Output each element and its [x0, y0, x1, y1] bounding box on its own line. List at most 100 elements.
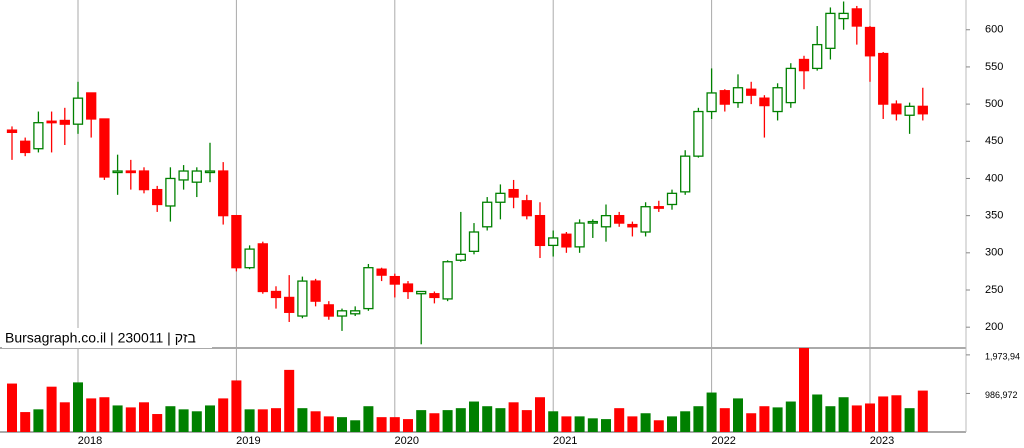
candle-body — [600, 214, 612, 228]
candle-body — [785, 67, 796, 104]
candle-body — [138, 170, 150, 191]
candle-body — [323, 304, 334, 317]
volume-bar — [601, 419, 611, 432]
volume-bar — [574, 416, 585, 432]
x-tick-label: 2018 — [78, 435, 102, 447]
volume-bar — [838, 397, 849, 432]
candle-body — [20, 140, 31, 154]
volume-bar — [495, 408, 506, 432]
candle-body — [838, 12, 849, 20]
candle-body — [548, 237, 559, 247]
candle-body — [218, 170, 229, 217]
volume-bar — [337, 417, 347, 432]
candle-body — [363, 267, 374, 310]
volume-bar — [297, 408, 308, 432]
y-tick-label: 400 — [985, 172, 1003, 184]
volume-bar — [878, 396, 889, 432]
volume-bar — [825, 406, 836, 432]
candle-body — [416, 290, 427, 295]
volume-bar — [653, 420, 664, 432]
candle-body — [350, 310, 361, 315]
volume-bar — [548, 411, 559, 432]
candle-body — [693, 110, 704, 157]
volume-bar — [746, 413, 757, 432]
volume-bar — [891, 395, 902, 432]
candle-body — [508, 188, 519, 198]
volume-bar — [706, 392, 717, 432]
volume-bar — [389, 417, 400, 432]
volume-bar — [640, 413, 651, 432]
x-tick-label: 2021 — [553, 435, 577, 447]
candle-body — [521, 200, 532, 217]
candle-body — [719, 90, 730, 105]
candle-body — [270, 290, 282, 299]
candle-body — [891, 103, 902, 115]
volume-bar — [482, 406, 493, 432]
volume-bar — [139, 402, 149, 432]
candle-body — [759, 97, 770, 107]
candle-body — [534, 214, 546, 247]
volume-bar — [904, 408, 915, 432]
candle-body — [33, 122, 44, 150]
volume-bar — [376, 417, 387, 432]
candle-body — [587, 220, 598, 224]
volume-bar — [561, 416, 572, 432]
volume-bar — [614, 408, 625, 432]
candle-body — [152, 188, 163, 206]
volume-bar — [86, 398, 97, 432]
y2-tick-label: 1,973,94 — [985, 351, 1020, 361]
volume-bar — [363, 406, 374, 432]
candle-body — [864, 26, 876, 57]
volume-bar — [231, 380, 242, 432]
volume-bar — [323, 416, 334, 432]
candle-body — [204, 170, 216, 174]
volume-bar — [865, 403, 875, 432]
candle-body — [455, 253, 466, 261]
x-tick-label: 2020 — [395, 435, 419, 447]
candle-body — [231, 214, 242, 269]
volume-bar — [799, 348, 809, 432]
candle-body — [99, 118, 110, 178]
candle-body — [389, 275, 400, 285]
volume-bar — [284, 369, 295, 432]
candle-body — [297, 280, 308, 317]
candle-body — [468, 231, 480, 252]
candle-body — [336, 310, 348, 317]
volume-bar — [812, 394, 823, 432]
volume-bar — [178, 409, 189, 432]
candle-body — [812, 43, 823, 70]
volume-bar — [257, 409, 268, 432]
x-tick-label: 2023 — [870, 435, 894, 447]
candle-body — [495, 192, 506, 203]
candle-body — [653, 206, 664, 209]
y-tick-label: 200 — [985, 321, 1003, 333]
volume-bar — [851, 405, 862, 432]
watermark: Bursagraph.co.il | 230011 | בזק — [5, 330, 196, 346]
volume-bar — [508, 402, 519, 432]
candle-body — [706, 92, 717, 113]
candle-body — [59, 119, 70, 125]
volume-bar — [271, 408, 281, 432]
candle-body — [244, 248, 255, 269]
volume-bar — [20, 412, 31, 432]
candle-body — [442, 261, 453, 300]
y-tick-label: 250 — [985, 284, 1003, 296]
volume-bar — [205, 405, 215, 432]
y-tick-label: 300 — [985, 247, 1003, 259]
volume-bar — [59, 402, 70, 432]
y-tick-label: 600 — [985, 24, 1003, 36]
volume-bar — [191, 411, 202, 432]
y-tick-label: 550 — [985, 61, 1003, 73]
volume-bar — [521, 410, 532, 432]
candle-body — [191, 170, 202, 183]
candle-body — [376, 268, 387, 276]
y-tick-label: 350 — [985, 210, 1003, 222]
volume-bar — [73, 382, 83, 432]
volume-bar — [350, 420, 361, 432]
volume-bar — [693, 406, 704, 432]
volume-bar — [719, 408, 730, 432]
candle-body — [257, 243, 268, 293]
volume-bar — [469, 401, 479, 432]
